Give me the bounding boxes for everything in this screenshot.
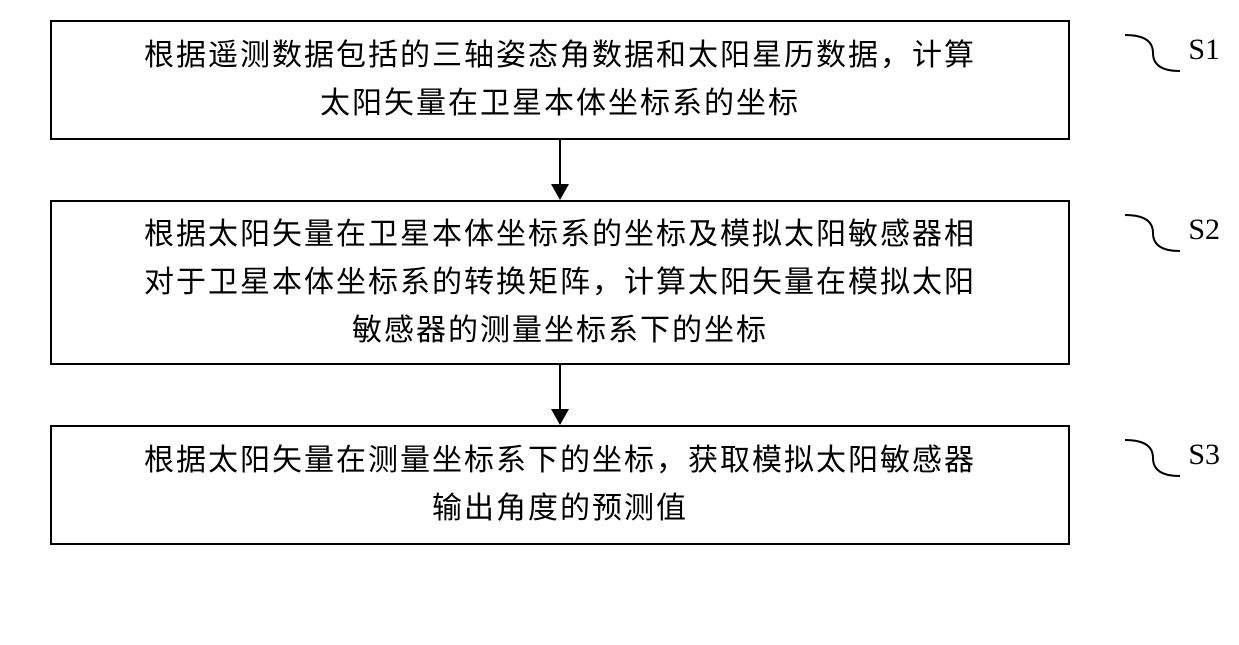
step-label-s1: S1: [1188, 33, 1220, 67]
arrow-head-1: [551, 184, 569, 200]
flowchart-container: 根据遥测数据包括的三轴姿态角数据和太阳星历数据，计算 太阳矢量在卫星本体坐标系的…: [50, 20, 1210, 545]
step-text-s3-line2: 输出角度的预测值: [82, 485, 1038, 533]
step-box-s1: 根据遥测数据包括的三轴姿态角数据和太阳星历数据，计算 太阳矢量在卫星本体坐标系的…: [50, 20, 1070, 140]
step-text-s1-line1: 根据遥测数据包括的三轴姿态角数据和太阳星历数据，计算: [82, 32, 1038, 80]
label-wrap-s1: S1: [1125, 25, 1220, 80]
arrow-container-2: [50, 365, 1210, 425]
step-box-s2: 根据太阳矢量在卫星本体坐标系的坐标及模拟太阳敏感器相 对于卫星本体坐标系的转换矩…: [50, 200, 1070, 365]
arrow-line-1: [559, 140, 561, 188]
arrow-head-2: [551, 409, 569, 425]
label-connector-s1: [1125, 25, 1180, 80]
step-text-s2-line3: 敏感器的测量坐标系下的坐标: [82, 307, 1038, 355]
step-row-s3: 根据太阳矢量在测量坐标系下的坐标，获取模拟太阳敏感器 输出角度的预测值 S3: [50, 425, 1210, 545]
label-wrap-s3: S3: [1125, 430, 1220, 485]
label-connector-s3: [1125, 430, 1180, 485]
arrow-1: [559, 140, 561, 200]
step-label-s2: S2: [1188, 213, 1220, 247]
arrow-line-2: [559, 365, 561, 413]
step-text-s2-line2: 对于卫星本体坐标系的转换矩阵，计算太阳矢量在模拟太阳: [82, 259, 1038, 307]
arrow-2: [559, 365, 561, 425]
step-label-s3: S3: [1188, 438, 1220, 472]
step-box-s3: 根据太阳矢量在测量坐标系下的坐标，获取模拟太阳敏感器 输出角度的预测值: [50, 425, 1070, 545]
step-text-s2-line1: 根据太阳矢量在卫星本体坐标系的坐标及模拟太阳敏感器相: [82, 211, 1038, 259]
label-connector-s2: [1125, 205, 1180, 260]
step-text-s1-line2: 太阳矢量在卫星本体坐标系的坐标: [82, 80, 1038, 128]
label-wrap-s2: S2: [1125, 205, 1220, 260]
arrow-container-1: [50, 140, 1210, 200]
step-row-s1: 根据遥测数据包括的三轴姿态角数据和太阳星历数据，计算 太阳矢量在卫星本体坐标系的…: [50, 20, 1210, 140]
step-text-s3-line1: 根据太阳矢量在测量坐标系下的坐标，获取模拟太阳敏感器: [82, 437, 1038, 485]
step-row-s2: 根据太阳矢量在卫星本体坐标系的坐标及模拟太阳敏感器相 对于卫星本体坐标系的转换矩…: [50, 200, 1210, 365]
